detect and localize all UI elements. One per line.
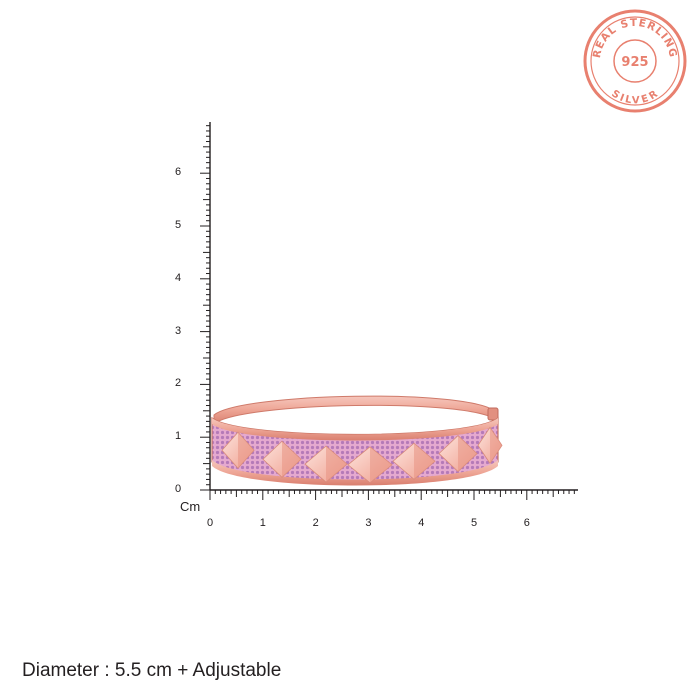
pyramid-shade (282, 441, 301, 478)
x-tick-label: 0 (207, 517, 214, 529)
x-tick-label: 6 (523, 517, 530, 529)
unit-label: Cm (180, 499, 201, 514)
bangle-image (211, 395, 503, 486)
pyramid-shade (238, 432, 254, 469)
x-tick-label: 5 (471, 517, 478, 529)
x-tick-label: 2 (312, 517, 319, 529)
y-tick-label: 0 (175, 483, 182, 495)
x-tick-label: 3 (365, 517, 372, 529)
y-tick-label: 1 (175, 430, 182, 443)
pyramid-shade (326, 446, 347, 483)
y-tick-label: 6 (175, 166, 182, 179)
pyramid-shade (370, 446, 392, 483)
x-tick-label: 1 (259, 517, 266, 529)
y-tick-label: 2 (175, 377, 182, 390)
badge-center-text: 925 (621, 55, 648, 70)
svg-text:SILVER: SILVER (609, 88, 660, 106)
x-tick-label: 4 (418, 517, 425, 529)
pyramid-shade (414, 443, 435, 480)
pyramid-shade (458, 435, 477, 472)
sterling-silver-badge: REAL STERLING 925 SILVER (582, 8, 688, 114)
ruler-ticks (200, 122, 578, 500)
y-tick-label: 4 (175, 271, 182, 284)
badge-bottom-text: SILVER (609, 88, 659, 106)
y-tick-label: 5 (175, 219, 182, 231)
diameter-caption: Diameter : 5.5 cm + Adjustable (22, 660, 282, 681)
y-tick-label: 3 (175, 324, 182, 337)
pyramid-shade (490, 427, 502, 464)
